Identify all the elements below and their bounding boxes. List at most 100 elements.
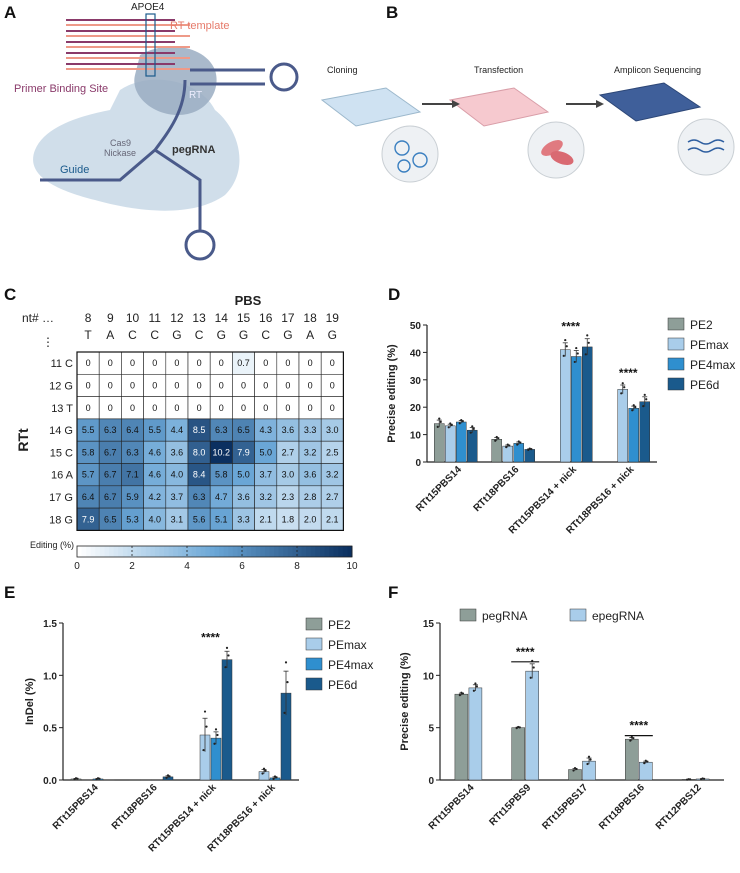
replicate-point xyxy=(458,694,461,697)
heatmap-cell-value: 0 xyxy=(130,380,135,390)
significance-label: **** xyxy=(516,645,535,659)
colorbar-segment xyxy=(177,546,183,557)
heatmap-cell-value: 0 xyxy=(108,358,113,368)
heatmap-cell-value: 1.8 xyxy=(282,514,295,524)
heatmap-cell-value: 3.6 xyxy=(237,492,250,502)
heatmap-col-base: C xyxy=(128,328,137,342)
heatmap-cell-value: 5.6 xyxy=(193,514,206,524)
y-tick-label: 50 xyxy=(410,321,422,332)
bar xyxy=(628,408,639,463)
heatmap-cell-value: 2.1 xyxy=(259,514,272,524)
y-tick-label: 15 xyxy=(423,619,435,630)
bar xyxy=(525,670,539,781)
x-category-label: RTt15PBS14 xyxy=(427,782,477,832)
colorbar-tick-label: 2 xyxy=(129,561,135,572)
cell-icon xyxy=(550,151,574,165)
colorbar-segment xyxy=(164,546,170,557)
arrowhead-1-icon xyxy=(452,100,460,108)
bar xyxy=(454,693,469,781)
heatmap-row-labels: 11 C 12 G 13 T 14 G 15 C 16 A 17 G 18 G xyxy=(49,358,74,526)
replicate-point xyxy=(645,398,648,401)
colorbar-segment xyxy=(81,546,87,557)
replicate-point xyxy=(449,422,452,425)
bar xyxy=(513,443,524,463)
replicate-point xyxy=(461,692,464,695)
colorbar-tick-label: 4 xyxy=(184,561,190,572)
heatmap-cell-value: 0 xyxy=(197,403,202,413)
replicate-point xyxy=(73,778,76,781)
dna-strands xyxy=(66,13,190,77)
colorbar-segment xyxy=(159,546,165,557)
heatmap-cell-value: 6.3 xyxy=(193,492,206,502)
heatmap-col-base: C xyxy=(261,328,270,342)
x-category-label: RTt18PBS16 xyxy=(110,782,160,832)
y-tick-label: 0.0 xyxy=(43,776,57,787)
replicate-point xyxy=(264,769,267,772)
legend-label: PEmax xyxy=(328,638,367,652)
replicate-point xyxy=(527,448,530,451)
x-category-label: RTt18PBS16 + nick xyxy=(206,782,278,854)
colorbar-segment xyxy=(255,546,261,557)
colorbar-tick-label: 6 xyxy=(239,561,245,572)
heatmap-cell-value: 2.7 xyxy=(326,492,339,502)
heatmap-col-base: G xyxy=(217,328,226,342)
panel-c-letter: C xyxy=(4,285,16,304)
replicate-point xyxy=(564,338,567,342)
heatmap-cell-value: 0 xyxy=(330,358,335,368)
replicate-point xyxy=(497,437,500,440)
heatmap-cell-value: 6.3 xyxy=(215,425,228,435)
heatmap-cell-value: 7.9 xyxy=(82,514,95,524)
colorbar-segment xyxy=(292,546,298,557)
heatmap-row-label: 11 C xyxy=(51,358,73,370)
heatmap-cell-value: 8.5 xyxy=(193,425,206,435)
legend-label: PEmax xyxy=(690,338,729,352)
colorbar-segment xyxy=(347,546,353,557)
replicate-point xyxy=(472,689,475,692)
heatmap-cell-value: 4.4 xyxy=(171,425,184,435)
heatmap-row-label: 14 G xyxy=(49,425,73,437)
heatmap-cell-value: 6.5 xyxy=(104,514,117,524)
legend-label: PE4max xyxy=(328,658,373,672)
panel-a: A APOE4 RT template Primer Binding Site … xyxy=(4,2,299,261)
y-tick-label: 0.5 xyxy=(43,724,57,735)
heatmap-row-prefix: ⋮ xyxy=(42,335,54,349)
heatmap-cell-value: 6.7 xyxy=(104,447,117,457)
colorbar-segment xyxy=(90,546,96,557)
heatmap-cell-value: 0 xyxy=(86,358,91,368)
replicate-point xyxy=(262,767,266,770)
replicate-point xyxy=(519,441,522,444)
replicate-point xyxy=(689,778,692,781)
replicate-point xyxy=(572,769,575,772)
replicate-point xyxy=(575,346,578,350)
replicate-point xyxy=(458,422,461,425)
replicate-point xyxy=(495,435,498,439)
transfection-plate-icon xyxy=(448,87,550,127)
heatmap-col-number: 18 xyxy=(303,311,317,325)
replicate-point xyxy=(629,739,632,742)
replicate-point xyxy=(505,445,508,449)
panel-d-letter: D xyxy=(388,285,400,304)
plasmid-icon xyxy=(394,140,410,156)
replicate-point xyxy=(474,682,477,685)
bar xyxy=(560,349,571,463)
colorbar-segment xyxy=(173,546,179,557)
colorbar-segment xyxy=(306,546,312,557)
replicate-point xyxy=(460,418,463,422)
sequencing-plate-icon xyxy=(598,82,702,122)
replicate-point xyxy=(620,392,623,395)
heatmap-row-label: 12 G xyxy=(49,380,73,392)
colorbar-segment xyxy=(182,546,188,557)
legend-swatch xyxy=(667,377,685,391)
colorbar-segment xyxy=(274,546,280,557)
significance-label: **** xyxy=(201,630,220,644)
bar xyxy=(511,727,525,781)
replicate-point xyxy=(586,762,589,766)
replicate-point xyxy=(621,382,624,385)
replicate-point xyxy=(286,681,289,684)
heatmap-cell-value: 4.0 xyxy=(171,470,184,480)
heatmap-cell-value: 0 xyxy=(152,358,157,368)
legend-label: PE2 xyxy=(690,318,713,332)
bar xyxy=(456,421,467,463)
replicate-point xyxy=(703,777,706,780)
